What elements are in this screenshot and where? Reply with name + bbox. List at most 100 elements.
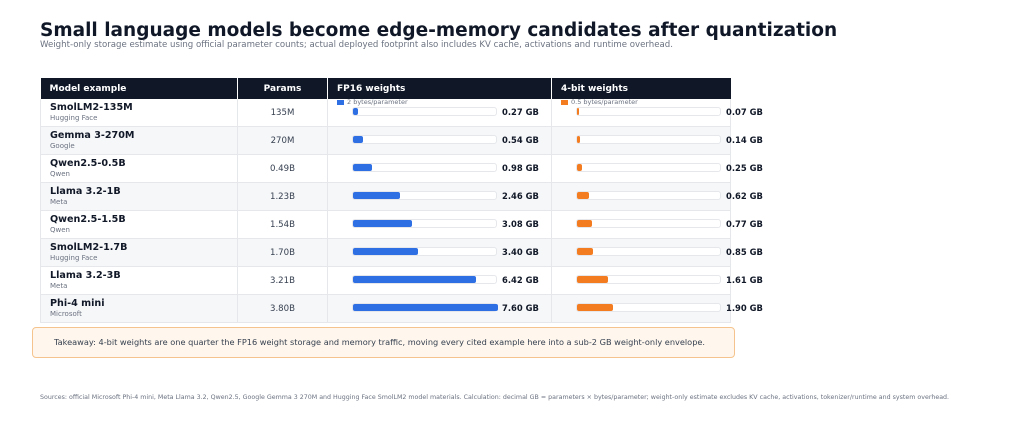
table-row: Qwen2.5-1.5B Qwen 1.54B 3.08 GB 0.77 GB <box>40 210 763 239</box>
model-cell: Gemma 3-270M Google <box>40 126 238 155</box>
4bit-bar <box>577 276 608 283</box>
table-header-row: Model example Params FP16 weights 4-bit … <box>40 78 731 99</box>
bar-track <box>576 303 721 312</box>
fp16-cell: 3.40 GB <box>327 238 552 267</box>
column-header-fp16: FP16 weights <box>327 78 552 99</box>
table-row: Gemma 3-270M Google 270M 0.54 GB 0.14 GB <box>40 126 763 155</box>
model-org: Meta <box>50 282 68 290</box>
params-cell: 1.54B <box>237 210 328 239</box>
bar-track <box>576 107 721 116</box>
4bit-bar <box>577 164 582 171</box>
4bit-value-label: 0.07 GB <box>726 107 763 117</box>
model-name: Llama 3.2-1B <box>50 186 121 197</box>
bar-track <box>576 163 721 172</box>
fp16-legend: 2 bytes/parameter <box>337 98 408 106</box>
legend-swatch <box>561 99 568 105</box>
4bit-bar <box>577 192 589 199</box>
model-name: Llama 3.2-3B <box>50 270 121 281</box>
params-cell: 3.21B <box>237 266 328 295</box>
table-row: SmolLM2-1.7B Hugging Face 1.70B 3.40 GB 0.85… <box>40 238 763 267</box>
4bit-value-label: 0.62 GB <box>726 191 763 201</box>
column-header-model: Model example <box>40 78 238 99</box>
fp16-value-label: 0.54 GB <box>502 135 539 145</box>
bar-track <box>352 135 497 144</box>
model-org: Qwen <box>50 226 70 234</box>
4bit-bar <box>577 304 614 311</box>
bar-track <box>352 303 498 312</box>
fp16-bar <box>353 108 359 115</box>
column-header-4bit: 4-bit weights <box>551 78 731 99</box>
table-row: Phi-4 mini Microsoft 3.80B 7.60 GB 1.90 GB <box>40 294 763 323</box>
4bit-value-label: 1.61 GB <box>726 275 763 285</box>
table-row: Llama 3.2-1B Meta 1.23B 2.46 GB 0.62 GB <box>40 182 763 211</box>
fp16-cell: 0.98 GB <box>327 154 552 183</box>
fp16-cell: 2.46 GB <box>327 182 552 211</box>
model-org: Hugging Face <box>50 114 98 122</box>
takeaway-callout: Takeaway: 4-bit weights are one quarter … <box>32 327 735 358</box>
bar-track <box>352 191 497 200</box>
model-org: Microsoft <box>50 310 82 318</box>
bar-track <box>352 163 497 172</box>
model-cell: Llama 3.2-3B Meta <box>40 266 238 295</box>
model-cell: SmolLM2-1.7B Hugging Face <box>40 238 238 267</box>
memory-table: Model example Params FP16 weights 4-bit … <box>40 78 763 323</box>
model-org: Qwen <box>50 170 70 178</box>
4bit-cell: 0.85 GB <box>551 238 763 267</box>
params-cell: 1.23B <box>237 182 328 211</box>
4bit-cell: 1.90 GB <box>551 294 763 323</box>
bar-track <box>352 107 497 116</box>
fp16-value-label: 3.40 GB <box>502 247 539 257</box>
legend-label: 2 bytes/parameter <box>347 98 408 106</box>
fp16-cell: 7.60 GB <box>327 294 552 323</box>
4bit-bar <box>577 136 580 143</box>
table-row: Qwen2.5-0.5B Qwen 0.49B 0.98 GB 0.25 GB <box>40 154 763 183</box>
legend-label: 0.5 bytes/parameter <box>571 98 638 106</box>
4bit-bar <box>577 108 579 115</box>
4bit-cell: 0.5 bytes/parameter 0.07 GB <box>551 98 763 127</box>
fp16-bar <box>353 192 400 199</box>
4bit-bar <box>577 220 592 227</box>
model-org: Hugging Face <box>50 254 98 262</box>
fp16-value-label: 6.42 GB <box>502 275 539 285</box>
model-cell: Qwen2.5-0.5B Qwen <box>40 154 238 183</box>
model-cell: Qwen2.5-1.5B Qwen <box>40 210 238 239</box>
params-cell: 0.49B <box>237 154 328 183</box>
4bit-value-label: 0.25 GB <box>726 163 763 173</box>
model-name: SmolLM2-135M <box>50 102 133 113</box>
bar-track <box>352 275 497 284</box>
fp16-cell: 6.42 GB <box>327 266 552 295</box>
4bit-value-label: 0.85 GB <box>726 247 763 257</box>
model-name: Qwen2.5-1.5B <box>50 214 126 225</box>
bar-track <box>576 219 721 228</box>
model-name: Phi-4 mini <box>50 298 105 309</box>
model-name: Gemma 3-270M <box>50 130 135 141</box>
fp16-bar <box>353 136 364 143</box>
fp16-value-label: 3.08 GB <box>502 219 539 229</box>
fp16-value-label: 0.27 GB <box>502 107 539 117</box>
sources-footnote: Sources: official Microsoft Phi-4 mini, … <box>40 394 950 401</box>
4bit-legend: 0.5 bytes/parameter <box>561 98 638 106</box>
table-row: SmolLM2-135M Hugging Face 135M 2 bytes/para… <box>40 98 763 127</box>
model-cell: Phi-4 mini Microsoft <box>40 294 238 323</box>
params-cell: 270M <box>237 126 328 155</box>
model-name: Qwen2.5-0.5B <box>50 158 126 169</box>
params-cell: 3.80B <box>237 294 328 323</box>
fp16-bar <box>353 164 372 171</box>
fp16-cell: 3.08 GB <box>327 210 552 239</box>
bar-track <box>576 191 721 200</box>
4bit-cell: 0.62 GB <box>551 182 763 211</box>
4bit-cell: 0.25 GB <box>551 154 763 183</box>
table-body: SmolLM2-135M Hugging Face 135M 2 bytes/para… <box>40 98 763 323</box>
fp16-cell: 2 bytes/parameter 0.27 GB <box>327 98 552 127</box>
model-cell: SmolLM2-135M Hugging Face <box>40 99 238 127</box>
fp16-bar <box>353 276 476 283</box>
bar-track <box>576 135 721 144</box>
fp16-value-label: 0.98 GB <box>502 163 539 173</box>
fp16-value-label: 2.46 GB <box>502 191 539 201</box>
model-org: Google <box>50 142 75 150</box>
fp16-bar <box>353 220 412 227</box>
bar-track <box>576 275 721 284</box>
params-cell: 135M <box>237 99 328 127</box>
4bit-cell: 0.77 GB <box>551 210 763 239</box>
fp16-bar <box>353 304 498 311</box>
